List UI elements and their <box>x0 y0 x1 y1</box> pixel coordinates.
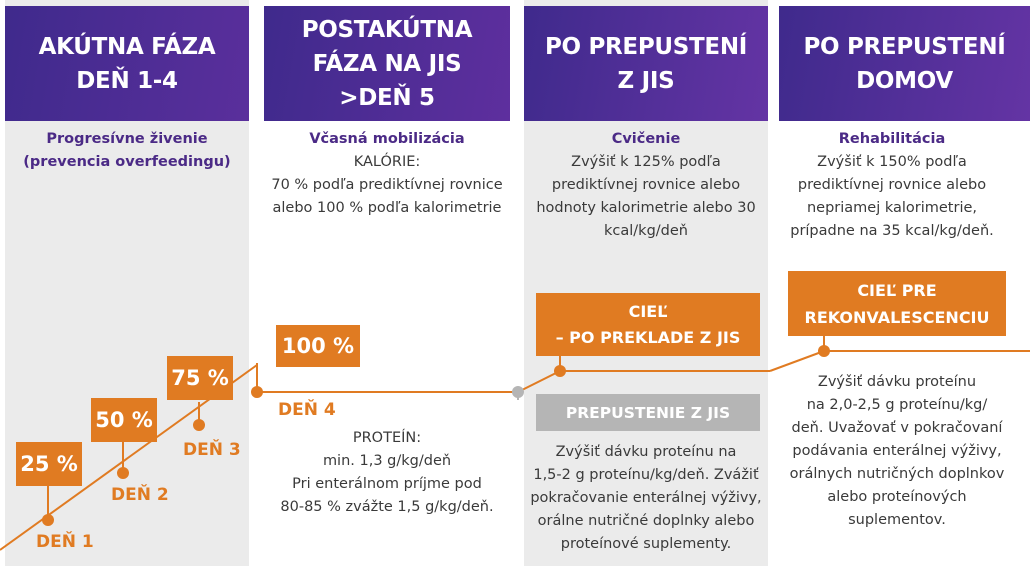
header-line: PO PREPUSTENÍ <box>803 33 1006 60</box>
header-line: Z JIS <box>617 67 675 94</box>
text-line: 80-85 % zvážte 1,5 g/kg/deň. <box>280 499 494 515</box>
text-line: Zvýšiť dávku proteínu <box>817 374 977 390</box>
text-line: nepriamej kalorimetrie, <box>806 200 978 216</box>
text-line: 70 % podľa prediktívnej rovnice <box>271 177 503 193</box>
day-1-label: DEŇ 1 <box>36 532 94 552</box>
badge-line: REKONVALESCENCIU <box>804 307 990 327</box>
header-line: FÁZA NA JIS <box>312 50 462 77</box>
badge-75-percent: 75 % <box>167 356 233 400</box>
home-discharge-protein-text: Zvýšiť dávku proteínu na 2,0-2,5 g prote… <box>779 371 1015 532</box>
header-line: DOMOV <box>856 67 953 94</box>
badge-line: CIEĽ <box>628 301 668 321</box>
text-line: prediktívnej rovnice alebo <box>551 177 741 193</box>
text-line: PROTEÍN: <box>352 430 422 446</box>
header-line: PO PREPUSTENÍ <box>544 33 748 60</box>
badge-100-percent: 100 % <box>276 325 360 367</box>
dot-discharge <box>512 386 524 398</box>
badge-goal-recovery: CIEĽ PRE REKONVALESCENCIU <box>788 271 1006 336</box>
badge-line: – PO PREKLADE Z JIS <box>555 327 741 347</box>
text-line: Zvýšiť k 125% podľa <box>571 154 721 170</box>
dot-day3 <box>193 419 205 431</box>
header-after-icu-discharge: PO PREPUSTENÍ Z JIS <box>524 6 768 121</box>
text-line: kcal/kg/deň <box>604 223 688 239</box>
postacute-protein-text: PROTEÍN: min. 1,3 g/kg/deň Pri enterálno… <box>264 427 510 519</box>
postacute-calories-text: Včasná mobilizácia KALÓRIE: 70 % podľa p… <box>264 128 510 220</box>
icu-discharge-exercise-text: Cvičenie Zvýšiť k 125% podľa prediktívne… <box>524 128 768 243</box>
badge-50-percent: 50 % <box>91 398 157 442</box>
text-line: na 2,0-2,5 g proteínu/kg/ <box>806 397 988 413</box>
text-line: Pri enterálnom príjme pod <box>292 476 482 492</box>
text-line: min. 1,3 g/kg/deň <box>322 453 452 469</box>
section-title: Cvičenie <box>611 131 681 147</box>
text-line: alebo 100 % podľa kalorimetrie <box>272 200 502 216</box>
day-3-label: DEŇ 3 <box>183 440 241 460</box>
section-title: Progresívne živenie <box>46 131 208 147</box>
icu-discharge-protein-text: Zvýšiť dávku proteínu na 1,5-2 g proteín… <box>524 441 768 556</box>
text-line: alebo proteínových suplementov. <box>827 489 967 528</box>
text-line: prípadne na 35 kcal/kg/deň. <box>790 223 994 239</box>
dot-day4 <box>251 386 263 398</box>
text-line: orálnych nutričných doplnkov <box>789 466 1005 482</box>
badge-25-percent: 25 % <box>16 442 82 486</box>
home-discharge-rehab-text: Rehabilitácia Zvýšiť k 150% podľa predik… <box>779 128 1005 243</box>
header-postacute-phase: POSTAKÚTNA FÁZA NA JIS >DEŇ 5 <box>264 6 510 121</box>
header-after-home-discharge: PO PREPUSTENÍ DOMOV <box>779 6 1030 121</box>
dot-goal-recovery <box>818 345 830 357</box>
text-line: Zvýšiť k 150% podľa <box>817 154 967 170</box>
badge-line: CIEĽ PRE <box>857 280 937 300</box>
text-line: 1,5-2 g proteínu/kg/deň. Zvážiť <box>533 467 759 483</box>
text-line: Zvýšiť dávku proteínu na <box>555 444 737 460</box>
day-4-label: DEŇ 4 <box>278 400 336 420</box>
text-line: KALÓRIE: <box>353 154 421 170</box>
dot-day1 <box>42 514 54 526</box>
text-line: orálne nutričné doplnky alebo <box>537 513 755 529</box>
text-line: prediktívnej rovnice alebo <box>797 177 987 193</box>
dot-goal-icu <box>554 365 566 377</box>
section-title: (prevencia overfeedingu) <box>23 154 231 170</box>
header-line: DEŇ 1-4 <box>76 67 178 94</box>
header-line: AKÚTNA FÁZA <box>38 33 216 60</box>
section-title: Včasná mobilizácia <box>309 131 465 147</box>
day-2-label: DEŇ 2 <box>111 485 169 505</box>
badge-goal-after-icu: CIEĽ – PO PREKLADE Z JIS <box>536 293 760 356</box>
acute-phase-text: Progresívne živenie (prevencia overfeedi… <box>5 128 249 174</box>
text-line: deň. Uvažovať v pokračovaní <box>791 420 1003 436</box>
text-line: pokračovanie enterálnej výživy, <box>530 490 762 506</box>
header-line: >DEŇ 5 <box>339 84 435 111</box>
text-line: podávania enterálnej výživy, <box>792 443 1002 459</box>
badge-icu-discharge: PREPUSTENIE Z JIS <box>536 394 760 431</box>
dot-day2 <box>117 467 129 479</box>
section-title: Rehabilitácia <box>838 131 946 147</box>
text-line: hodnoty kalorimetrie alebo 30 <box>536 200 756 216</box>
header-acute-phase: AKÚTNA FÁZA DEŇ 1-4 <box>5 6 249 121</box>
header-line: POSTAKÚTNA <box>301 16 473 43</box>
text-line: proteínové suplementy. <box>560 536 732 552</box>
